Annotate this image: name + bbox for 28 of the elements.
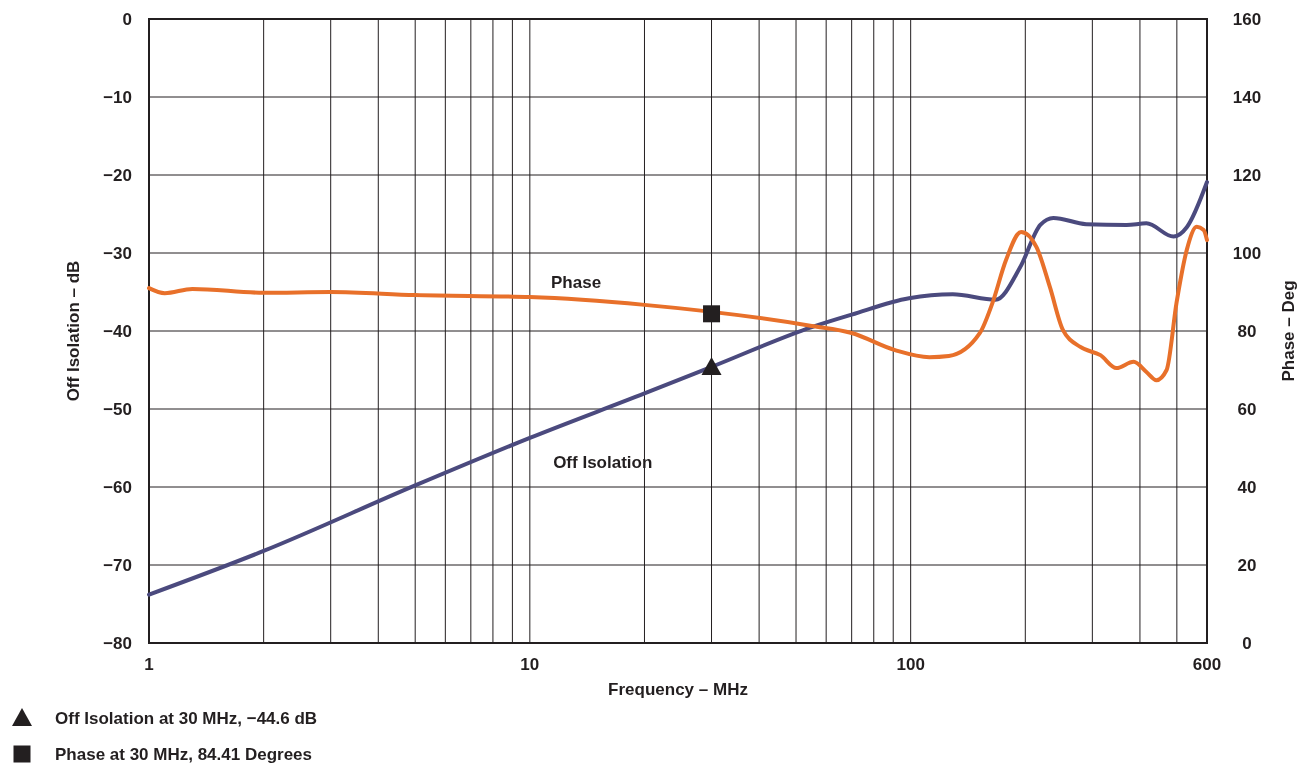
- y-tick-label: −10: [103, 88, 132, 107]
- x-axis-title: Frequency – MHz: [608, 680, 748, 699]
- y2-tick-label: 120: [1232, 166, 1262, 185]
- y2-tick-label: 80: [1237, 322, 1257, 341]
- y2-tick-label: 40: [1237, 478, 1257, 497]
- y2-tick-label: 100: [1232, 244, 1262, 263]
- y-tick-label: −60: [103, 478, 132, 497]
- y-tick-label: −30: [103, 244, 132, 263]
- y2-tick-label: 60: [1237, 400, 1257, 419]
- y-tick-label: −40: [103, 322, 132, 341]
- y2-axis-title: Phase – Deg: [1279, 280, 1298, 382]
- x-tick-label: 10: [520, 655, 540, 674]
- y-axis-title: Off Isolation – dB: [64, 260, 83, 402]
- y-tick-label: −20: [103, 166, 132, 185]
- y-tick-label: −80: [103, 634, 132, 653]
- x-tick-label: 600: [1192, 655, 1222, 674]
- x-tick-label: 100: [896, 655, 925, 674]
- x-tick-label: 1: [144, 655, 154, 674]
- y2-tick-label: 0: [1242, 634, 1252, 653]
- legend-label: Off Isolation at 30 MHz, −44.6 dB: [55, 709, 318, 728]
- series-label: Phase: [551, 272, 602, 292]
- y-tick-label: −70: [103, 556, 132, 575]
- legend-label: Phase at 30 MHz, 84.41 Degrees: [55, 745, 313, 764]
- y2-tick-label: 160: [1232, 10, 1262, 29]
- y2-tick-label: 20: [1237, 556, 1257, 575]
- y2-tick-label: 140: [1232, 88, 1262, 107]
- y-tick-label: −50: [103, 400, 132, 419]
- y-tick-label: 0: [122, 10, 132, 29]
